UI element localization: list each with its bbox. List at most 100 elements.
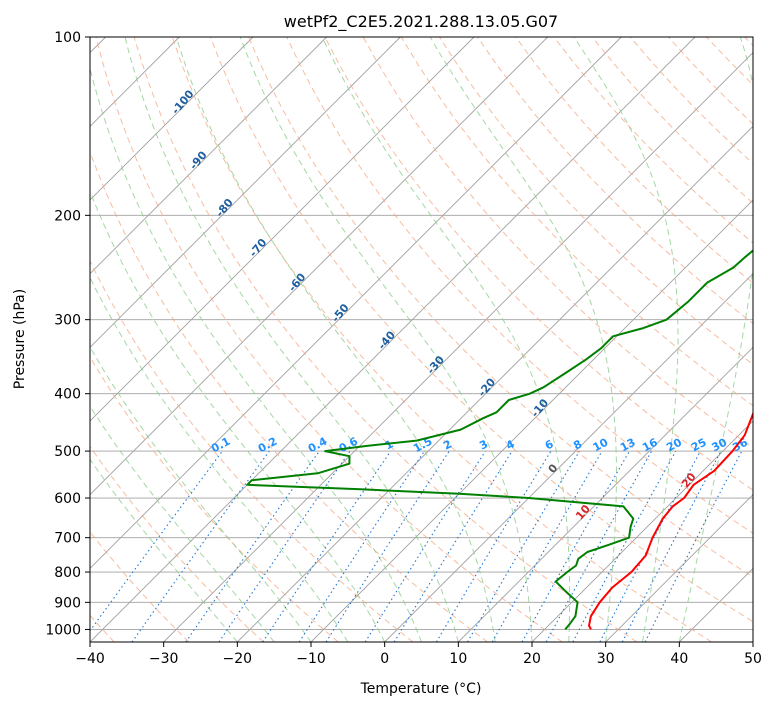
dry-adiabat-line	[210, 37, 753, 623]
y-tick-label: 200	[54, 208, 81, 224]
dry-adiabat-label: -80	[213, 196, 236, 220]
dry-adiabat-line	[248, 37, 753, 578]
moist-adiabat-line	[573, 37, 679, 642]
mixing-ratio-line	[393, 450, 513, 642]
dry-adiabat-label: -100	[169, 87, 197, 117]
isotherm-line	[90, 37, 548, 496]
x-tick-label: −10	[296, 651, 326, 667]
moist-adiabat-line	[90, 276, 349, 642]
dry-adiabat-label: 20	[679, 470, 699, 490]
y-tick-label: 100	[54, 30, 81, 46]
isotherm-line	[90, 37, 622, 569]
plot-frame	[89, 36, 754, 643]
x-tick-label: 50	[744, 651, 762, 667]
x-axis-label: Temperature (°C)	[360, 681, 482, 697]
mixing-ratio-line	[364, 450, 486, 642]
mixing-ratio-line	[325, 450, 450, 642]
y-axis-label: Pressure (hPa)	[12, 289, 28, 389]
x-tick-label: 40	[670, 651, 688, 667]
mixing-ratio-line	[572, 450, 677, 642]
mixing-ratio-label: 16	[640, 436, 660, 455]
y-tick-label: 1000	[45, 622, 81, 638]
isotherm-line	[90, 37, 254, 201]
mixing-ratio-label: 20	[664, 435, 684, 454]
dry-adiabat-line	[324, 37, 753, 491]
mixing-ratio-line	[298, 450, 425, 642]
x-tick-label: −40	[75, 651, 105, 667]
dry-adiabat-line	[90, 150, 488, 642]
dry-adiabat-line	[90, 356, 339, 642]
dry-adiabat-label: -90	[187, 148, 210, 172]
x-tick-label: 0	[380, 651, 389, 667]
moist-adiabat-line	[678, 37, 753, 642]
x-tick-label: −30	[149, 651, 179, 667]
mixing-ratio-label: 0.6	[337, 435, 361, 456]
isotherm-line	[752, 641, 753, 642]
chart-title: wetPf2_C2E5.2021.288.13.05.G07	[284, 12, 558, 32]
moist-adiabat-line	[90, 346, 312, 642]
moist-adiabat-line	[321, 37, 571, 642]
isotherm-line	[458, 346, 753, 642]
dry-adiabat-label: 0	[546, 461, 561, 475]
moist-adiabat-line	[239, 37, 533, 642]
isotherm-line	[90, 37, 327, 275]
mixing-ratio-line	[131, 450, 270, 642]
dry-adiabat-line	[668, 37, 753, 125]
isotherm-line	[531, 420, 753, 642]
mixing-ratio-label: 2	[441, 437, 454, 452]
dry-adiabat-line	[286, 37, 753, 534]
y-tick-label: 600	[54, 491, 81, 507]
moist-adiabat-line	[429, 37, 617, 642]
mixing-ratio-line	[599, 450, 701, 642]
isotherm-line	[237, 125, 753, 642]
dry-adiabat-line	[438, 37, 753, 366]
isotherm-line	[90, 37, 401, 348]
x-tick-label: 30	[597, 651, 615, 667]
dry-adiabat-line	[706, 37, 753, 86]
dry-adiabat-label: -60	[286, 270, 309, 294]
x-tick-label: 20	[523, 651, 541, 667]
isotherm-line	[163, 52, 753, 642]
dry-adiabat-line	[95, 37, 563, 642]
y-tick-label: 500	[54, 444, 81, 460]
moist-adiabat-line	[175, 37, 496, 642]
dry-adiabat-label: -20	[475, 375, 498, 399]
y-tick-label: 300	[54, 313, 81, 329]
x-tick-label: 10	[449, 651, 467, 667]
dry-adiabat-line	[591, 37, 753, 204]
dry-adiabat-label: -40	[375, 328, 398, 352]
isotherm-line	[605, 494, 753, 642]
mixing-ratio-line	[185, 450, 320, 642]
mixing-ratio-label: 13	[618, 436, 638, 455]
dry-adiabat-label: -10	[528, 396, 551, 420]
isotherm-line	[384, 273, 753, 642]
dry-adiabat-line	[744, 37, 753, 47]
mixing-ratio-label: 30	[710, 436, 730, 455]
mixing-ratio-label: 25	[689, 436, 709, 455]
dry-adiabat-line	[90, 531, 190, 642]
mixing-ratio-line	[467, 450, 580, 642]
profile-lines	[246, 249, 753, 631]
moist-adiabat-line	[124, 37, 459, 642]
axis-ticks: −40 −30 −20 −10 0 10 20 30 40 5010020030040050060…	[45, 30, 762, 667]
dry-adiabat-line	[171, 37, 712, 642]
moist-adiabat-line	[90, 458, 238, 642]
dry-adiabat-label: -50	[329, 301, 352, 325]
dewpoint-profile-line	[246, 249, 753, 631]
dry-adiabat-line	[515, 37, 753, 284]
mixing-ratio-label: 0.1	[209, 435, 232, 456]
y-tick-label: 900	[54, 595, 81, 611]
background-lines	[90, 37, 753, 642]
mixing-ratio-line	[90, 450, 223, 632]
mixing-ratio-line	[435, 450, 552, 642]
y-tick-label: 400	[54, 387, 81, 403]
dry-adiabat-label: -30	[424, 353, 447, 377]
mixing-ratio-line	[262, 450, 392, 642]
dry-adiabat-line	[90, 259, 414, 642]
dry-adiabat-line	[90, 445, 264, 642]
moist-adiabat-line	[90, 189, 386, 642]
mixing-ratio-label: 10	[591, 435, 611, 454]
x-tick-label: −20	[223, 651, 253, 667]
isotherm-line	[679, 567, 753, 642]
